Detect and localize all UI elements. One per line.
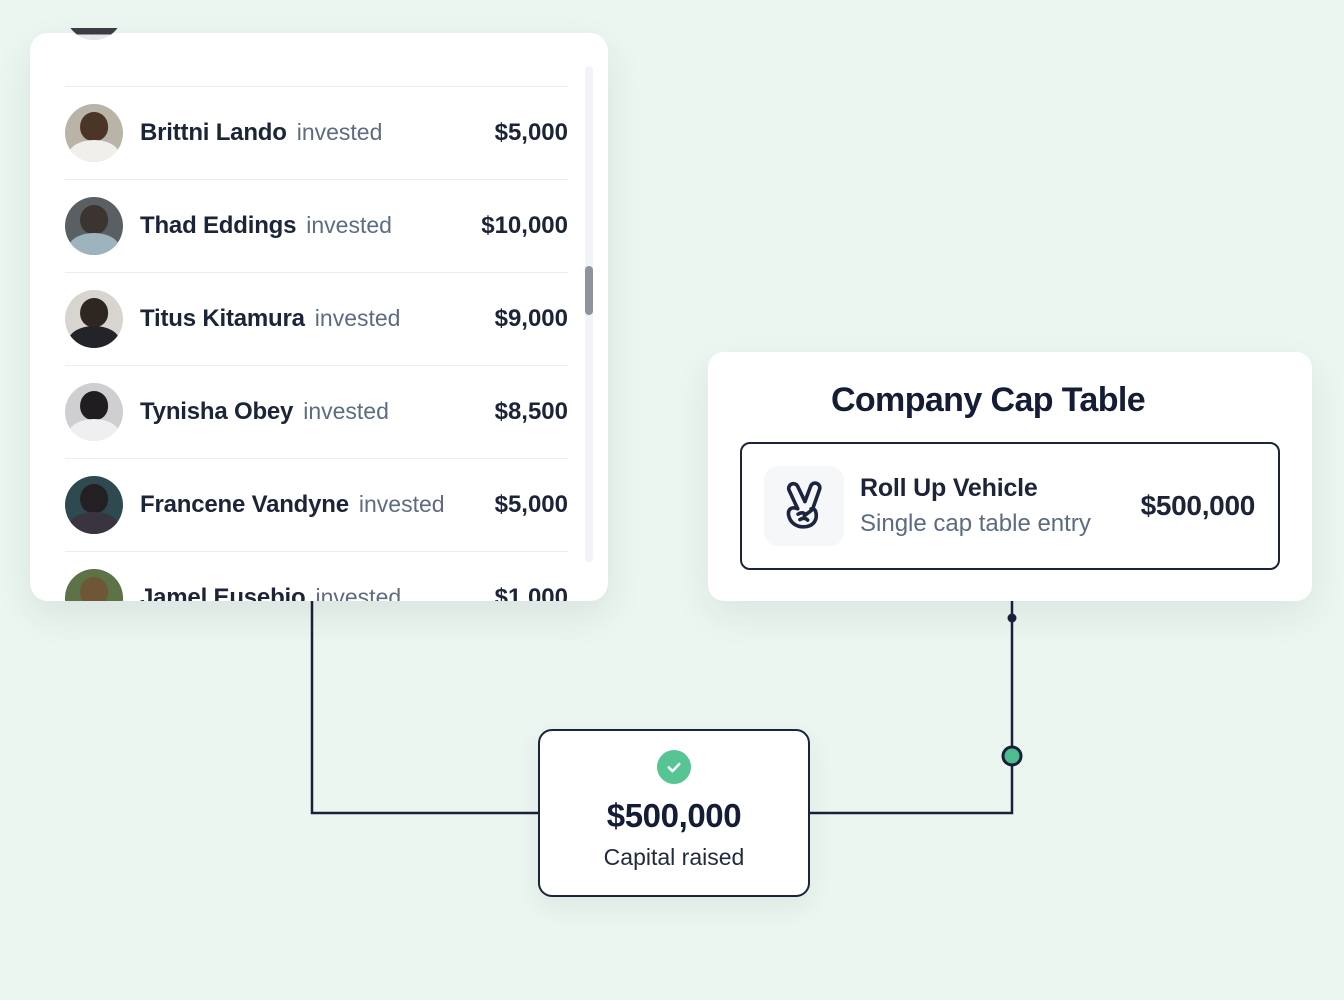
connector-node-icon: [1001, 745, 1023, 767]
entry-name: Roll Up Vehicle: [860, 474, 1038, 502]
investor-row: Thad Eddings invested $10,000: [30, 179, 608, 272]
investor-name: Francene Vandyne: [140, 490, 349, 518]
check-icon: [657, 750, 691, 784]
investor-avatar: [65, 103, 123, 162]
investor-avatar: [65, 196, 123, 255]
cap-table-panel: Company Cap Table Roll Up Vehicle Single…: [708, 352, 1312, 601]
investor-name: Tynisha Obey: [140, 397, 294, 425]
investor-amount: $8,500: [494, 397, 568, 425]
investor-action: invested: [303, 398, 389, 424]
cap-table-title: Company Cap Table: [830, 381, 1146, 419]
investor-amount: $1,000: [494, 583, 568, 602]
investor-row: Francene Vandyne invested $5,000: [30, 458, 608, 551]
investor-amount: $5,000: [494, 118, 568, 146]
clipped-avatar: [65, 28, 123, 40]
investor-action: invested: [306, 212, 392, 238]
investor-name: Jamel Eusebio: [140, 583, 306, 602]
investor-amount: $10,000: [481, 211, 568, 239]
investor-row: Titus Kitamura invested $9,000: [30, 272, 608, 365]
investor-action: invested: [296, 119, 383, 145]
entry-description: Single cap table entry: [860, 510, 1091, 537]
scrollbar[interactable]: [585, 66, 593, 562]
investor-name: Titus Kitamura: [140, 304, 305, 332]
cap-table-entry: Roll Up Vehicle Single cap table entry $…: [740, 442, 1280, 570]
clipped-row: [30, 33, 608, 86]
investor-avatar: [65, 475, 123, 534]
right-connector-line: [810, 601, 1014, 815]
peace-hand-icon: [764, 466, 844, 546]
capital-raised-card: $500,000 Capital raised: [538, 729, 810, 897]
investor-avatar: [65, 289, 123, 348]
investor-avatar: [65, 382, 123, 441]
investor-amount: $5,000: [494, 490, 568, 518]
investor-action: invested: [358, 491, 445, 517]
investor-row: Brittni Lando invested $5,000: [30, 86, 608, 179]
capital-raised-amount: $500,000: [606, 797, 742, 834]
investor-name: Brittni Lando: [140, 118, 287, 146]
left-connector-line: [310, 601, 538, 815]
entry-amount: $500,000: [1140, 490, 1256, 521]
connector-dot-icon: [1007, 613, 1017, 623]
investor-action: invested: [314, 305, 401, 331]
scrollbar-thumb[interactable]: [585, 266, 593, 315]
capital-raised-label: Capital raised: [603, 844, 745, 870]
investor-row: Jamel Eusebio invested $1,000: [30, 551, 608, 601]
investor-row: Tynisha Obey invested $8,500: [30, 365, 608, 458]
investor-name: Thad Eddings: [140, 211, 297, 239]
investor-action: invested: [315, 584, 402, 601]
investor-avatar: [65, 568, 123, 601]
investor-list-panel[interactable]: Brittni Lando invested $5,000 Thad Eddin…: [30, 33, 608, 601]
investor-amount: $9,000: [494, 304, 568, 332]
